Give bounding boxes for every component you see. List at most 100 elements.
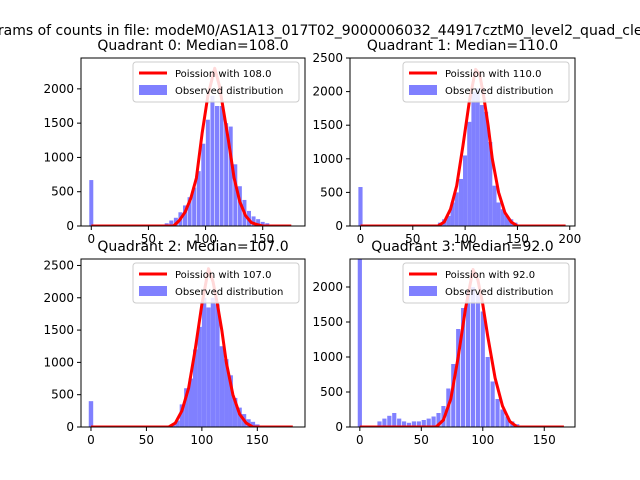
hist-bar: [451, 364, 456, 427]
hist-bar: [496, 202, 501, 226]
legend-swatch-bar: [139, 286, 167, 296]
hist-bar: [210, 297, 216, 427]
y-tick-label: 1500: [43, 323, 74, 337]
y-tick-label: 1500: [312, 118, 343, 132]
hist-bar: [169, 220, 174, 226]
axes-frame: [80, 258, 306, 428]
x-tick-label: 50: [405, 232, 420, 246]
plot-area: [357, 259, 564, 427]
hist-bar: [488, 142, 493, 226]
legend-label-poisson: Poission with 110.0: [445, 69, 541, 80]
x-tick-label: 50: [141, 232, 156, 246]
hist-bar: [196, 171, 201, 226]
legend-swatch-bar: [409, 286, 437, 296]
hist-bar: [436, 413, 441, 427]
legend: Poission with 92.0 Observed distribution: [402, 262, 570, 304]
y-tick-label: 0: [335, 420, 343, 434]
legend-label-observed: Observed distribution: [175, 86, 283, 97]
hist-bar: [450, 202, 455, 226]
figure-suptitle: Histograms of counts in file: modeM0/AS1…: [0, 23, 640, 39]
axes-frame: [349, 258, 576, 428]
hist-bar: [358, 187, 363, 226]
hist-bar: [205, 119, 210, 226]
panel-title: Quadrant 1: Median=110.0: [367, 38, 558, 54]
hist-bar: [237, 407, 242, 427]
legend-box: [402, 262, 570, 304]
hist-bar: [471, 91, 476, 226]
x-tick-label: 0: [87, 232, 95, 246]
hist-bar: [215, 106, 219, 226]
x-tick-label: 100: [190, 433, 213, 447]
hist-bar: [188, 378, 193, 427]
y-tick-label: 2000: [43, 291, 74, 305]
axes-frame: [80, 57, 306, 227]
legend-label-poisson: Poission with 108.0: [175, 69, 271, 80]
hist-bar: [479, 105, 484, 226]
hist-bar: [475, 88, 480, 226]
x-tick-label: 200: [558, 232, 581, 246]
legend-box: [132, 61, 300, 103]
legend: Poission with 107.0 Observed distribution: [132, 262, 300, 304]
x-tick-label: 50: [414, 433, 429, 447]
legend-label-observed: Observed distribution: [445, 287, 553, 298]
hist-bar: [431, 416, 436, 427]
hist-bar: [454, 192, 459, 226]
hist-bar: [411, 421, 417, 427]
y-tick-label: 1500: [312, 315, 343, 329]
hist-bar: [193, 349, 198, 427]
x-tick-label: 0: [356, 433, 364, 447]
hist-bar: [377, 421, 382, 427]
y-tick-label: 1000: [312, 350, 343, 364]
legend-label-poisson: Poission with 92.0: [445, 270, 535, 281]
hist-bar: [233, 164, 238, 226]
hist-bar: [201, 297, 207, 427]
legend-label-observed: Observed distribution: [445, 86, 553, 97]
y-tick-label: 0: [335, 219, 343, 233]
hist-bar: [219, 346, 225, 427]
y-tick-label: 2000: [312, 85, 343, 99]
hist-bar: [500, 209, 505, 226]
hist-bar: [224, 123, 229, 226]
hist-bar: [406, 422, 412, 427]
panel-quadrant-1: 0 50 100 150 20005001000150020002500Quadrant…: [312, 38, 581, 246]
hist-bar: [483, 111, 489, 226]
x-tick-label: 150: [533, 433, 556, 447]
x-tick-label: 0: [357, 232, 365, 246]
hist-bar: [402, 421, 407, 427]
hist-bar: [260, 221, 265, 226]
hist-bar: [357, 259, 362, 427]
y-tick-label: 0: [66, 420, 74, 434]
hist-bar: [210, 95, 215, 226]
hist-bar: [192, 187, 197, 226]
hist-bar: [504, 215, 510, 226]
hist-bar: [206, 307, 211, 427]
hist-bar: [463, 155, 468, 226]
hist-bar: [232, 397, 238, 427]
hist-bar: [197, 326, 202, 427]
hist-bar: [224, 359, 229, 427]
y-tick-label: 1000: [43, 150, 74, 164]
hist-bar: [505, 416, 510, 427]
hist-bar: [456, 329, 461, 427]
hist-bar: [256, 219, 261, 226]
hist-bar: [480, 311, 485, 427]
axes-frame: [349, 57, 576, 227]
x-tick-label: 150: [246, 433, 269, 447]
hist-bar: [467, 121, 472, 226]
y-tick-label: 2500: [312, 51, 343, 65]
hist-bar: [387, 415, 392, 427]
legend: Poission with 108.0 Observed distribution: [132, 61, 300, 103]
hist-bar: [175, 420, 180, 427]
hist-bar: [187, 197, 192, 226]
x-tick-label: 150: [251, 232, 274, 246]
hist-bar: [495, 399, 500, 427]
hist-bar: [416, 421, 421, 427]
hist-bar: [201, 143, 206, 226]
hist-bar: [179, 404, 185, 427]
legend: Poission with 110.0 Observed distribution: [402, 61, 570, 103]
x-tick-label: 100: [194, 232, 217, 246]
hist-bar: [490, 381, 495, 427]
legend-swatch-bar: [139, 85, 167, 95]
